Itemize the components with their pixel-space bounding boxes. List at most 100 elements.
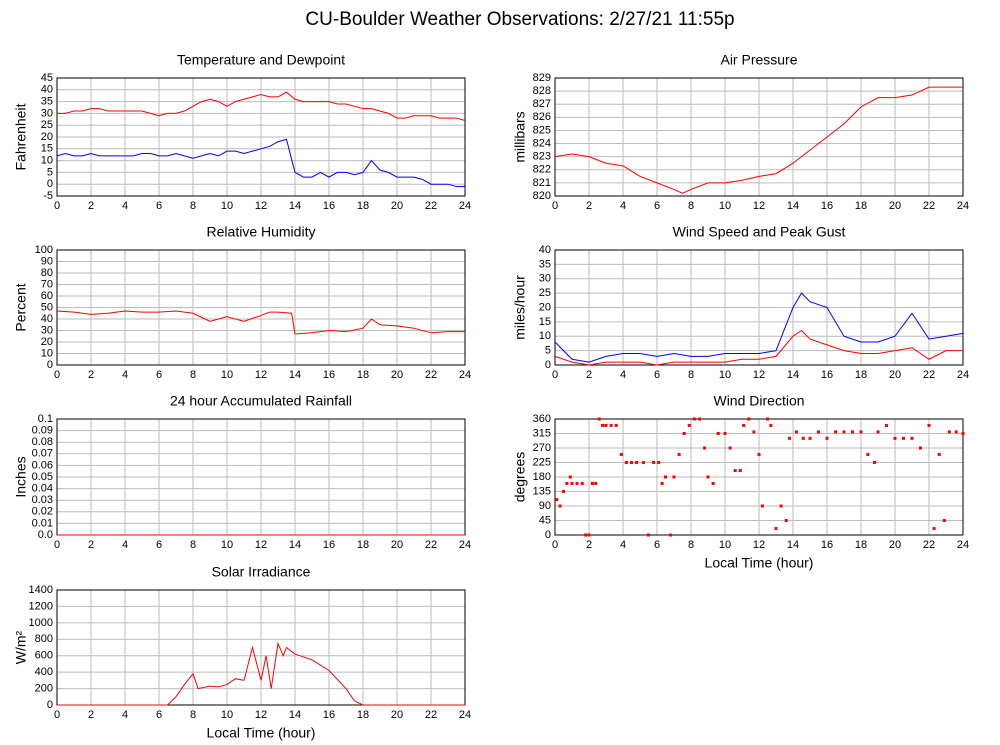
page-title: CU-Boulder Weather Observations: 2/27/21… xyxy=(305,9,734,30)
data-point xyxy=(760,504,764,508)
x-tick-label: 12 xyxy=(753,369,765,381)
data-point xyxy=(575,481,579,485)
data-point xyxy=(774,527,778,531)
data-point xyxy=(630,461,633,464)
x-tick-label: 2 xyxy=(88,200,94,212)
x-tick-label: 6 xyxy=(156,709,162,721)
chart-title: Temperature and Dewpoint xyxy=(177,52,345,68)
x-tick-label: 0 xyxy=(54,539,60,551)
y-tick-label: 100 xyxy=(35,244,53,256)
data-point xyxy=(570,481,574,485)
y-tick-label: 828 xyxy=(533,85,551,97)
x-tick-label: 0 xyxy=(54,369,60,381)
x-tick-label: 0 xyxy=(54,709,60,721)
data-point xyxy=(788,436,792,440)
data-point xyxy=(594,481,598,485)
y-tick-label: 824 xyxy=(533,137,551,149)
plot-frame xyxy=(56,249,466,366)
data-point xyxy=(703,446,707,450)
data-point xyxy=(742,423,746,427)
x-tick-label: 6 xyxy=(654,200,660,212)
y-tick-label: 15 xyxy=(539,316,551,328)
y-tick-label: 0 xyxy=(47,178,53,190)
x-tick-label: 14 xyxy=(787,200,799,212)
data-point xyxy=(555,498,559,502)
y-tick-label: 829 xyxy=(533,72,551,84)
x-tick-label: 8 xyxy=(190,369,196,381)
x-tick-label: 6 xyxy=(156,200,162,212)
y-tick-label: 400 xyxy=(35,666,53,678)
y-tick-label: 40 xyxy=(539,244,551,256)
x-tick-label: 10 xyxy=(221,369,233,381)
x-tick-label: 14 xyxy=(787,539,799,551)
x-tick-label: 16 xyxy=(323,539,335,551)
y-tick-label: 30 xyxy=(41,324,53,336)
y-tick-label: -5 xyxy=(43,190,53,202)
data-point xyxy=(614,423,618,427)
data-line xyxy=(56,310,465,335)
y-tick-label: 40 xyxy=(41,84,53,96)
chart-title: Solar Irradiance xyxy=(212,564,311,580)
x-tick-label: 16 xyxy=(821,369,833,381)
data-point xyxy=(660,481,664,485)
x-tick-label: 6 xyxy=(156,369,162,381)
data-point xyxy=(752,430,756,434)
y-axis-label: Inches xyxy=(13,456,29,497)
y-tick-label: 35 xyxy=(41,96,53,108)
y-tick-label: 35 xyxy=(539,258,551,270)
data-point xyxy=(885,423,888,427)
data-point xyxy=(842,430,846,434)
plot-frame xyxy=(554,249,964,366)
data-point xyxy=(954,430,958,434)
data-point xyxy=(657,461,661,464)
y-tick-label: 80 xyxy=(41,267,53,279)
data-point xyxy=(769,423,773,427)
data-point xyxy=(893,436,897,440)
y-tick-label: 60 xyxy=(41,290,53,302)
x-tick-label: 18 xyxy=(855,369,867,381)
data-line xyxy=(57,91,466,121)
x-tick-label: 16 xyxy=(821,200,833,212)
data-point xyxy=(682,432,686,435)
x-tick-label: 24 xyxy=(957,369,969,381)
x-tick-label: 6 xyxy=(654,539,660,551)
data-point xyxy=(766,417,769,421)
y-axis-label: W/m² xyxy=(13,630,29,664)
x-tick-label: 22 xyxy=(425,709,437,721)
y-tick-label: 0.02 xyxy=(32,506,53,518)
data-point xyxy=(664,475,667,479)
data-point xyxy=(794,430,798,434)
x-tick-label: 24 xyxy=(459,539,471,551)
chart-title: Relative Humidity xyxy=(207,224,316,240)
y-tick-label: 822 xyxy=(533,164,551,176)
x-tick-label: 20 xyxy=(889,539,901,551)
x-tick-label: 22 xyxy=(923,200,935,212)
y-axis-label: Fahrenheit xyxy=(13,103,29,170)
x-tick-label: 24 xyxy=(957,200,969,212)
y-tick-label: 0.04 xyxy=(32,483,53,495)
data-point xyxy=(937,452,941,456)
data-line xyxy=(56,138,465,188)
data-point xyxy=(565,481,569,485)
y-tick-label: 90 xyxy=(41,255,53,267)
data-point xyxy=(801,436,805,440)
chart-title: Air Pressure xyxy=(720,52,797,68)
x-tick-label: 8 xyxy=(688,200,694,212)
data-line xyxy=(57,641,465,706)
y-tick-label: 0.08 xyxy=(32,436,53,448)
x-tick-label: 8 xyxy=(190,709,196,721)
data-point xyxy=(942,519,946,522)
x-tick-label: 4 xyxy=(620,539,626,551)
y-tick-label: 70 xyxy=(41,278,53,290)
data-point xyxy=(747,417,751,421)
data-point xyxy=(779,504,783,508)
data-point xyxy=(587,533,591,537)
x-tick-label: 4 xyxy=(620,369,626,381)
x-tick-label: 14 xyxy=(289,709,301,721)
data-point xyxy=(947,430,951,434)
y-tick-label: 25 xyxy=(41,119,53,131)
x-tick-label: 10 xyxy=(221,539,233,551)
x-tick-label: 20 xyxy=(391,709,403,721)
x-axis-label: Local Time (hour) xyxy=(207,725,316,741)
